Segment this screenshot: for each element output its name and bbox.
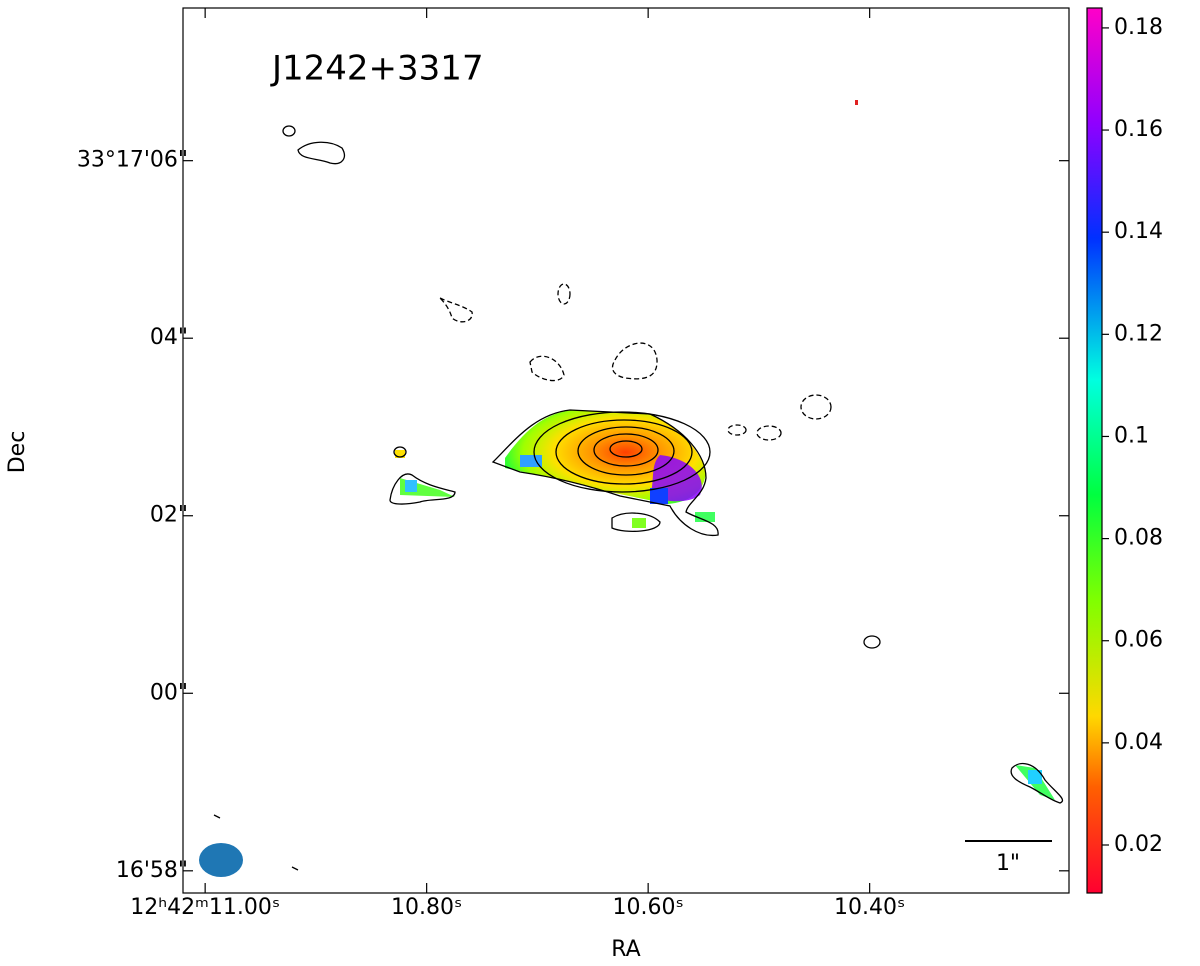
x-tick-label: 10.40ˢ — [834, 895, 905, 920]
colorbar-tick-label: 0.18 — [1114, 15, 1163, 40]
y-tick-label: 33°17'06" — [77, 148, 188, 173]
contour — [609, 440, 643, 458]
x-tick-label: 10.60ˢ — [613, 895, 684, 920]
contour — [863, 635, 881, 649]
velocity-map — [520, 455, 542, 467]
chart-title: J1242+3317 — [270, 49, 484, 89]
velocity-map — [1028, 770, 1042, 784]
y-axis-label: Dec — [5, 431, 30, 474]
beam — [199, 843, 243, 877]
y-tick-label: 16'58" — [116, 858, 188, 883]
contour — [491, 409, 719, 537]
contour — [393, 446, 407, 458]
y-tick-label: 02" — [150, 503, 188, 528]
velocity-map — [650, 488, 668, 504]
x-axis-label: RA — [611, 937, 640, 962]
negative-contour — [756, 425, 782, 441]
colorbar-tick-label: 0.16 — [1114, 117, 1163, 142]
colorbar-tick-label: 0.12 — [1114, 321, 1163, 346]
y-tick-label: 04" — [150, 325, 188, 350]
negative-contour — [800, 394, 832, 420]
negative-contour — [557, 283, 571, 305]
image-layer — [199, 100, 1064, 877]
scale-bar-label: 1" — [996, 851, 1020, 876]
contour — [389, 473, 456, 505]
negative-contour — [529, 355, 565, 382]
contour — [593, 433, 659, 467]
colorbar-tick-label: 0.1 — [1114, 423, 1149, 448]
contour — [213, 814, 299, 871]
contour — [611, 512, 661, 533]
contour — [282, 125, 296, 137]
negative-contour — [727, 424, 747, 436]
x-tick-label: 12ʰ42ᵐ11.00ˢ — [130, 895, 280, 920]
y-tick-label: 00" — [150, 680, 188, 705]
velocity-map — [632, 518, 646, 528]
plot-frame — [182, 7, 1070, 894]
x-tick-label: 10.80ˢ — [391, 895, 462, 920]
velocity-map — [395, 450, 405, 458]
colorbar-tick-label: 0.04 — [1114, 730, 1163, 755]
colorbar-tick-label: 0.08 — [1114, 526, 1163, 551]
velocity-map — [695, 512, 715, 522]
velocity-map — [405, 480, 417, 492]
contour — [533, 411, 711, 493]
colorbar — [1086, 7, 1103, 894]
colorbar-tick-label: 0.14 — [1114, 219, 1163, 244]
velocity-map — [855, 100, 858, 105]
negative-contour — [439, 297, 473, 323]
negative-contour — [611, 342, 658, 380]
contour — [297, 141, 345, 165]
contour — [1010, 762, 1064, 804]
contour — [577, 426, 675, 476]
contour — [555, 419, 693, 485]
colorbar-tick-label: 0.02 — [1114, 832, 1163, 857]
colorbar-tick-label: 0.06 — [1114, 628, 1163, 653]
